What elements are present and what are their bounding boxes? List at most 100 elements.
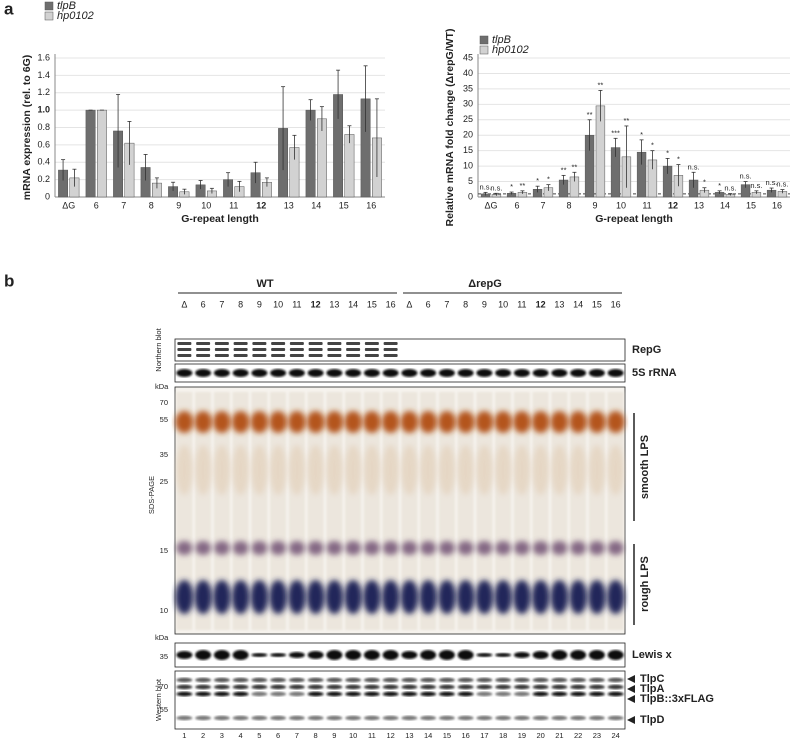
band xyxy=(196,354,211,357)
band xyxy=(346,342,361,345)
x-axis-label: G-repeat length xyxy=(595,213,673,225)
band xyxy=(362,580,381,614)
y-tick-label: 10 xyxy=(463,160,473,170)
x-axis-label: G-repeat length xyxy=(181,213,259,225)
band xyxy=(177,354,192,357)
band xyxy=(495,541,512,555)
marker-label: 10 xyxy=(160,606,168,615)
band xyxy=(325,580,344,614)
band xyxy=(550,580,569,614)
band xyxy=(457,650,474,660)
blot-label: kDa xyxy=(155,382,169,391)
legend-swatch xyxy=(44,1,54,11)
band xyxy=(382,445,399,495)
blot-label: smooth LPS xyxy=(639,435,651,499)
band xyxy=(551,541,568,555)
x-tick-label: 10 xyxy=(616,200,626,210)
band xyxy=(345,684,362,690)
band xyxy=(345,650,362,660)
significance: *** xyxy=(611,128,620,137)
y-tick-label: 0.8 xyxy=(37,122,50,132)
lane-label: 10 xyxy=(273,299,283,309)
band xyxy=(607,650,624,660)
blot-label: TlpB::3xFLAG xyxy=(640,693,714,705)
band xyxy=(401,369,418,377)
band xyxy=(420,677,437,683)
x-tick-label: 6 xyxy=(94,200,99,210)
band xyxy=(437,411,456,433)
band xyxy=(250,580,269,614)
lane-number: 10 xyxy=(349,731,357,740)
band xyxy=(251,677,268,683)
band xyxy=(213,445,230,495)
band xyxy=(607,677,624,683)
band xyxy=(176,445,193,495)
band xyxy=(476,445,493,495)
significance: * xyxy=(718,181,721,190)
band xyxy=(214,342,229,345)
band xyxy=(607,691,624,697)
band xyxy=(326,684,343,690)
band xyxy=(288,652,305,658)
lane-number: 22 xyxy=(574,731,582,740)
band xyxy=(288,541,305,555)
band xyxy=(326,715,343,721)
band xyxy=(233,342,248,345)
band xyxy=(250,411,269,433)
band xyxy=(457,445,474,495)
band xyxy=(194,580,213,614)
band xyxy=(400,580,419,614)
band xyxy=(382,684,399,690)
band xyxy=(233,348,248,351)
band xyxy=(270,653,287,657)
band xyxy=(287,411,306,433)
band xyxy=(495,369,512,377)
band xyxy=(306,411,325,433)
band xyxy=(476,677,493,683)
x-tick-label: 12 xyxy=(668,200,678,210)
band xyxy=(383,348,398,351)
band xyxy=(550,411,569,433)
band xyxy=(420,691,437,697)
band xyxy=(288,677,305,683)
band xyxy=(437,580,456,614)
band xyxy=(419,411,438,433)
lane-label: 7 xyxy=(219,299,224,309)
lane-label: 11 xyxy=(292,299,301,309)
band xyxy=(176,677,193,683)
lane-number: 17 xyxy=(480,731,488,740)
band xyxy=(532,715,549,721)
band xyxy=(214,348,229,351)
band xyxy=(307,445,324,495)
band xyxy=(551,650,568,660)
band xyxy=(532,541,549,555)
band xyxy=(212,411,231,433)
y-tick-label: 35 xyxy=(463,83,473,93)
significance: n.s. xyxy=(490,183,502,192)
significance: ** xyxy=(519,181,525,190)
band xyxy=(475,580,494,614)
band xyxy=(251,684,268,690)
blot-box xyxy=(174,363,626,383)
band xyxy=(176,684,193,690)
blot-label: Northern blot xyxy=(154,327,163,371)
x-tick-label: 10 xyxy=(201,200,211,210)
band xyxy=(213,369,230,377)
arrow xyxy=(627,675,635,683)
y-tick-label: 0.2 xyxy=(37,174,50,184)
marker-label: 35 xyxy=(160,450,168,459)
y-tick-label: 0 xyxy=(468,191,473,201)
band xyxy=(232,684,249,690)
band xyxy=(569,411,588,433)
band xyxy=(570,369,587,377)
band xyxy=(176,691,193,697)
band xyxy=(512,411,531,433)
band xyxy=(288,691,305,697)
bar xyxy=(97,109,107,198)
lane-number: 8 xyxy=(314,731,318,740)
band xyxy=(570,684,587,690)
x-tick-label: 8 xyxy=(566,200,571,210)
lane-number: 24 xyxy=(611,731,619,740)
x-tick-label: 11 xyxy=(642,200,651,210)
